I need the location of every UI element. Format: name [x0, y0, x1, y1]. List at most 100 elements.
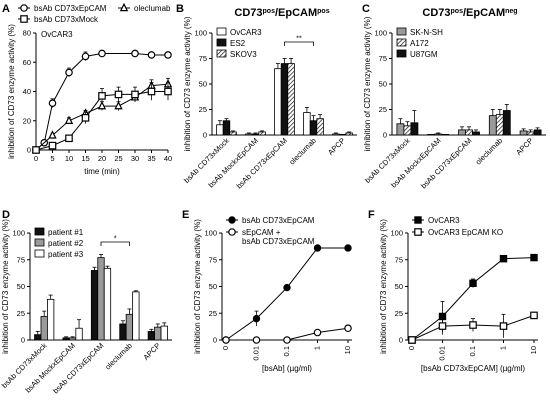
legend-label: OvCAR3 EpCAM KO — [428, 228, 503, 237]
panel-label-d: D — [2, 209, 10, 221]
y-axis-title: inhibition of CD73 enzyme activity (%) — [183, 16, 192, 151]
data-point — [98, 49, 106, 58]
bar — [526, 131, 535, 136]
legend-marker — [228, 216, 236, 224]
panel-label-f: F — [368, 209, 375, 221]
bar — [533, 129, 542, 136]
legend-marker — [20, 4, 28, 12]
bar — [245, 133, 253, 136]
data-point — [164, 87, 172, 96]
y-tick-label: 100 — [12, 229, 25, 238]
data-point — [252, 336, 261, 344]
x-tick-label: 35 — [147, 154, 155, 163]
title-superscript: pos — [317, 8, 330, 15]
data-point — [48, 130, 57, 139]
data-point — [530, 253, 538, 262]
x-tick-label: 10 — [65, 154, 73, 163]
y-tick-label: 100 — [194, 29, 207, 38]
data-point — [313, 328, 322, 337]
category-label: bsAb CD73xEpCAM — [51, 341, 105, 395]
data-point — [313, 244, 322, 252]
x-axis-title: [bsAb CD73xEpCAM] (µg/ml) — [421, 364, 526, 373]
bar — [434, 133, 443, 136]
x-tick-label: 20 — [98, 154, 106, 163]
title-superscript: pos — [451, 8, 464, 15]
bar — [472, 131, 480, 136]
legend-label: sEpCAM + — [242, 228, 281, 237]
data-point — [499, 254, 508, 263]
category-label: APCP — [514, 136, 535, 157]
bar — [441, 133, 450, 136]
bar — [125, 313, 134, 341]
bar — [403, 125, 412, 136]
data-point — [32, 146, 40, 154]
category-label: bsAb CD73xEpCAM — [235, 136, 289, 190]
bar — [216, 124, 224, 136]
data-point — [97, 100, 107, 110]
data-point — [283, 283, 291, 292]
y-axis-title: inhibition of CD73 enzyme activity (%) — [193, 219, 202, 354]
data-point — [64, 115, 74, 124]
y-tick-label: 0 — [383, 131, 387, 140]
x-tick-label: 0 — [407, 346, 416, 350]
legend-label: ES2 — [230, 39, 246, 48]
y-tick-label: 25 — [209, 309, 217, 318]
data-point — [48, 141, 57, 150]
data-point — [438, 322, 447, 330]
title-superscript: neg — [505, 8, 517, 15]
data-point — [131, 90, 139, 99]
category-label: bsAb MockxEpCAM — [23, 341, 77, 395]
y-tick-label: 25 — [17, 309, 25, 318]
data-point — [283, 336, 291, 344]
x-tick-label: 10 — [529, 346, 538, 354]
legend-label: SK-N-SH — [410, 28, 443, 37]
panel-title: CD73pos/EpCAMpos — [234, 7, 329, 19]
data-point — [81, 52, 90, 61]
legend-swatch — [34, 227, 45, 236]
y-tick-label: 25 — [199, 105, 207, 114]
x-axis-title: [bsAb] (µg/ml) — [262, 364, 312, 373]
bar — [75, 327, 83, 341]
x-tick-label: 0 — [34, 154, 38, 163]
bar — [332, 133, 340, 136]
y-tick-label: 0 — [203, 131, 207, 140]
category-label: bsAb MockxEpCAM — [206, 136, 260, 190]
x-tick-label: 0 — [221, 346, 230, 350]
data-point — [344, 324, 352, 333]
y-axis-title: inhibition of CD73 enzyme activity (%) — [7, 24, 16, 159]
legend-swatch — [216, 27, 227, 36]
data-point — [252, 314, 261, 323]
y-tick-label: 40 — [23, 87, 31, 96]
panel-title: CD73pos/EpCAMneg — [422, 7, 517, 19]
y-axis-title: inhibition of CD73 enzyme activity (%) — [1, 219, 10, 354]
bar — [303, 112, 311, 136]
bar — [287, 63, 295, 136]
legend-swatch — [396, 49, 407, 58]
x-axis-title: time (min) — [84, 167, 120, 176]
legend-label: oleclumab — [134, 4, 171, 13]
y-tick-label: 75 — [209, 255, 217, 264]
legend-marker — [414, 216, 422, 224]
bar — [154, 326, 162, 341]
bar — [488, 115, 497, 136]
title-superscript: pos — [263, 8, 276, 15]
category-label: oleclumab — [474, 136, 505, 167]
title-text: /EpCAM — [463, 7, 505, 19]
category-label: APCP — [141, 341, 162, 362]
legend-swatch — [34, 249, 45, 258]
legend-marker — [228, 228, 236, 236]
data-point — [114, 100, 123, 110]
bar — [410, 122, 419, 136]
x-tick-label: 0.01 — [252, 346, 261, 361]
y-tick-label: 75 — [395, 255, 403, 264]
y-tick-label: 75 — [199, 54, 207, 63]
y-tick-label: 50 — [379, 80, 387, 89]
bar — [345, 132, 353, 136]
panel-label-a: A — [2, 3, 10, 15]
bar — [132, 291, 140, 341]
legend-label: bsAb CD73xEpCAM — [34, 4, 107, 13]
y-tick-label: 80 — [23, 29, 31, 38]
bar — [519, 130, 528, 136]
